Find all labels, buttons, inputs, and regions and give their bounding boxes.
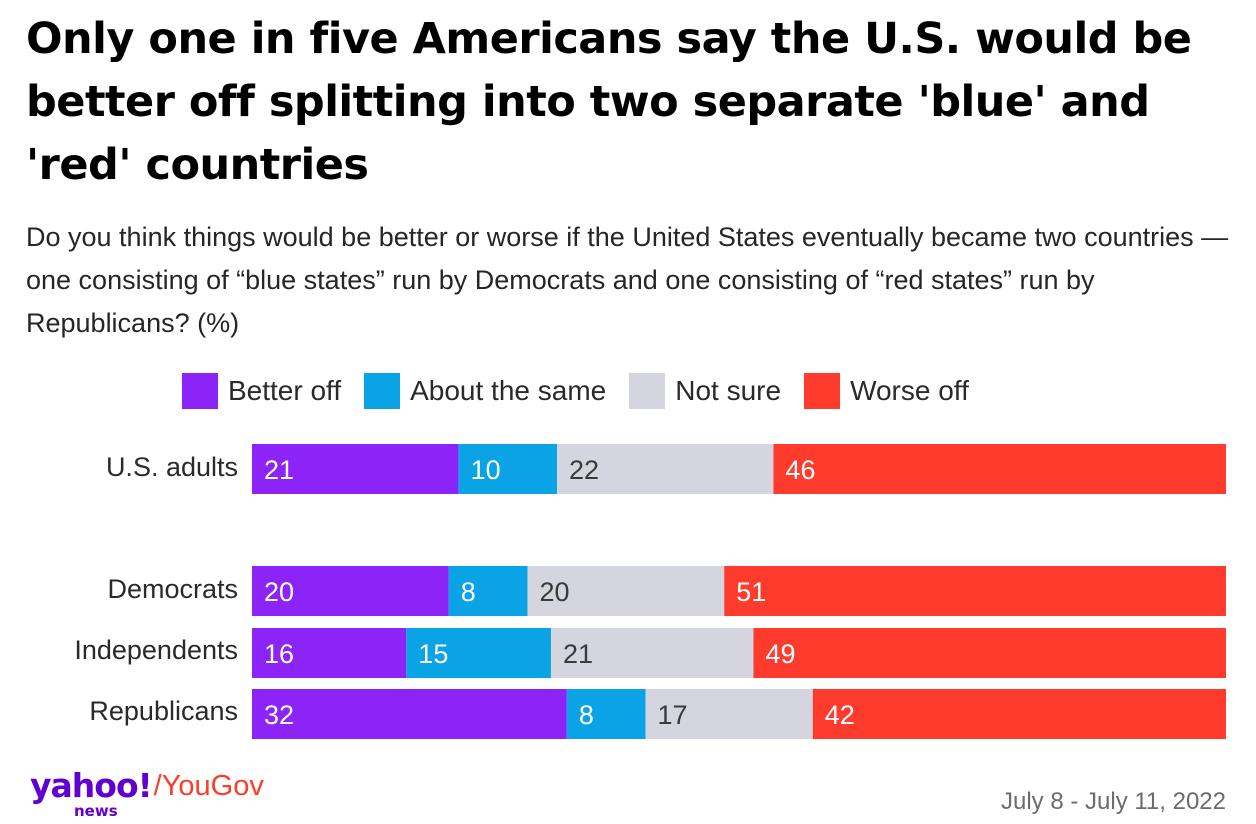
value-label-republicans-about-the-same: 8 (579, 700, 594, 730)
bar-democrats-about-the-same (448, 566, 528, 616)
value-label-independents-better-off: 16 (264, 639, 294, 669)
legend-swatch-better-off (182, 373, 218, 409)
value-label-democrats-about-the-same: 8 (461, 577, 476, 607)
bar-republicans-not-sure (645, 689, 813, 739)
legend-label-about-the-same: About the same (410, 375, 607, 406)
bar-u-s-adults-not-sure (556, 444, 774, 494)
row-label-republicans: Republicans (89, 696, 238, 726)
legend-swatch-worse-off (804, 373, 841, 409)
value-label-independents-about-the-same: 15 (418, 639, 448, 669)
row-label-independents: Independents (74, 635, 238, 665)
bar-republicans-about-the-same (566, 689, 646, 739)
row-label-democrats: Democrats (107, 574, 238, 604)
bar-independents-not-sure (550, 628, 754, 678)
value-label-democrats-not-sure: 20 (539, 577, 569, 607)
value-label-independents-worse-off: 49 (765, 639, 795, 669)
value-label-independents-not-sure: 21 (563, 639, 593, 669)
bar-u-s-adults-better-off (252, 444, 459, 494)
bar-independents-about-the-same (406, 628, 551, 678)
value-label-republicans-not-sure: 17 (658, 700, 688, 730)
bar-u-s-adults-worse-off (773, 444, 1226, 494)
value-label-u-s-adults-not-sure: 22 (569, 455, 599, 485)
legend-label-not-sure: Not sure (675, 375, 782, 406)
legend-label-better-off: Better off (228, 375, 342, 406)
legend-label-worse-off: Worse off (850, 375, 969, 406)
value-label-republicans-better-off: 32 (264, 700, 294, 730)
bar-u-s-adults-about-the-same (458, 444, 557, 494)
value-label-u-s-adults-about-the-same: 10 (471, 455, 501, 485)
legend-item-about-the-same: About the same (364, 373, 606, 409)
legend-item-better-off: Better off (182, 373, 341, 409)
value-label-u-s-adults-worse-off: 46 (785, 455, 815, 485)
yougov-logo: /YouGov (153, 770, 264, 802)
legend: Better off About the same Not sure Worse… (182, 370, 992, 412)
chart-title: Only one in five Americans say the U.S. … (26, 14, 1192, 190)
row-label-us-adults: U.S. adults (105, 452, 238, 482)
yahoo-news-logo: news (74, 802, 118, 820)
bar-independents-worse-off (753, 628, 1226, 678)
value-label-democrats-worse-off: 51 (736, 577, 766, 607)
chart-subtitle: Do you think things would be better or w… (26, 222, 1229, 338)
bar-republicans-better-off (252, 689, 567, 739)
legend-item-worse-off: Worse off (804, 373, 969, 409)
value-label-republicans-worse-off: 42 (825, 700, 855, 730)
value-label-democrats-better-off: 20 (264, 577, 294, 607)
legend-item-not-sure: Not sure (629, 373, 781, 409)
bar-democrats-worse-off (724, 566, 1226, 616)
survey-date: July 8 - July 11, 2022 (1000, 788, 1226, 815)
bar-republicans-worse-off (812, 689, 1226, 739)
legend-swatch-not-sure (629, 373, 666, 409)
bar-democrats-better-off (252, 566, 449, 616)
bar-democrats-not-sure (527, 566, 725, 616)
yahoo-logo: yahoo! (30, 766, 153, 805)
brand-logo: yahoo! news /YouGov (30, 766, 264, 821)
legend-swatch-about-the-same (364, 373, 401, 409)
bar-independents-better-off (252, 628, 407, 678)
value-label-u-s-adults-better-off: 21 (264, 455, 294, 485)
